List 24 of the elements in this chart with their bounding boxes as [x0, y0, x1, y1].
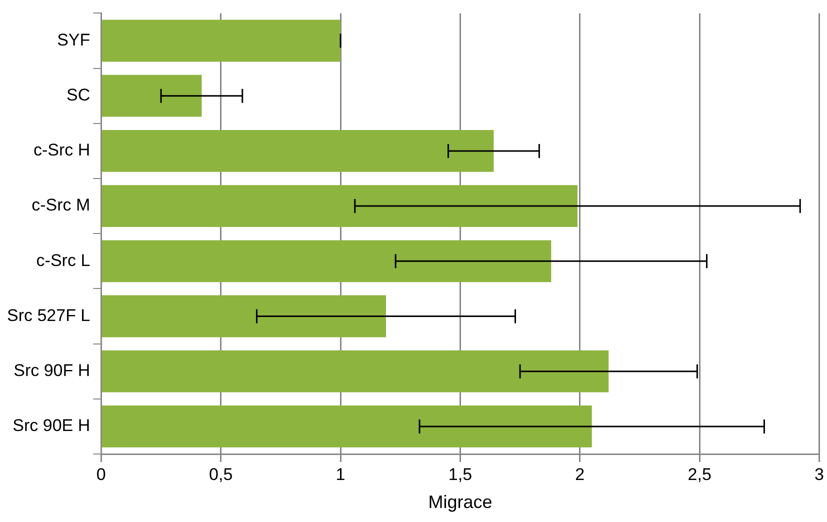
x-tick-label: 0,5	[209, 464, 233, 484]
x-tick-label: 2	[575, 464, 585, 484]
bar	[102, 406, 592, 448]
bar	[102, 20, 341, 62]
bar	[102, 74, 202, 117]
y-tick-label: c-Src H	[33, 140, 90, 160]
y-tick-label: c-Src L	[36, 250, 90, 270]
y-tick-label: Src 90F H	[14, 361, 90, 380]
x-axis-title: Migrace	[428, 492, 492, 512]
y-tick-label: Src 527F L	[6, 306, 90, 325]
x-tick-label: 0	[96, 464, 106, 484]
bar	[102, 130, 494, 172]
bar	[102, 240, 552, 282]
bar	[102, 185, 578, 227]
x-tick-label: 1	[336, 464, 346, 484]
y-tick-label: Src 90E H	[12, 416, 90, 436]
x-tick-label: 3	[814, 464, 824, 484]
y-tick-label: c-Src M	[32, 196, 90, 215]
y-tick-label: SC	[66, 86, 90, 105]
y-tick-label: SYF	[57, 30, 90, 50]
x-tick-label: 2,5	[688, 464, 712, 484]
bar	[102, 350, 609, 392]
x-tick-label: 1,5	[448, 464, 472, 484]
bar	[102, 295, 386, 338]
